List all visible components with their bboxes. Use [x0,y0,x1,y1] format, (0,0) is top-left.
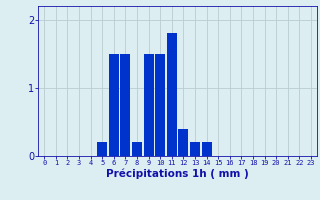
Bar [155,54,165,156]
Bar [144,54,154,156]
Bar [97,142,107,156]
Bar [120,54,130,156]
Bar [190,142,200,156]
X-axis label: Précipitations 1h ( mm ): Précipitations 1h ( mm ) [106,169,249,179]
Bar [179,129,188,156]
Bar [202,142,212,156]
Bar [132,142,142,156]
Bar [109,54,119,156]
Bar [167,33,177,156]
